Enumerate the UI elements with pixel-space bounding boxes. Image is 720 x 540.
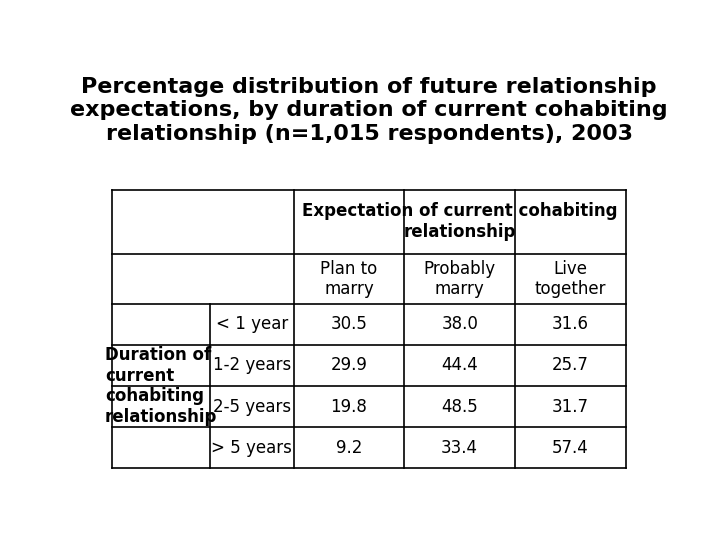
Text: Percentage distribution of future relationship
expectations, by duration of curr: Percentage distribution of future relati…	[70, 77, 668, 144]
Text: 30.5: 30.5	[330, 315, 367, 333]
Text: 19.8: 19.8	[330, 397, 367, 416]
Text: > 5 years: > 5 years	[212, 438, 292, 457]
Text: 33.4: 33.4	[441, 438, 478, 457]
Text: Plan to
marry: Plan to marry	[320, 260, 377, 298]
Text: 9.2: 9.2	[336, 438, 362, 457]
Text: 31.6: 31.6	[552, 315, 589, 333]
Text: 2-5 years: 2-5 years	[212, 397, 291, 416]
Text: Duration of
current
cohabiting
relationship: Duration of current cohabiting relations…	[105, 346, 217, 426]
Text: 57.4: 57.4	[552, 438, 589, 457]
Text: 48.5: 48.5	[441, 397, 478, 416]
Text: 1-2 years: 1-2 years	[212, 356, 291, 374]
Text: 44.4: 44.4	[441, 356, 478, 374]
Text: 31.7: 31.7	[552, 397, 589, 416]
Text: < 1 year: < 1 year	[216, 315, 288, 333]
Text: Probably
marry: Probably marry	[423, 260, 496, 298]
Text: 25.7: 25.7	[552, 356, 589, 374]
Text: Expectation of current cohabiting
relationship: Expectation of current cohabiting relati…	[302, 202, 618, 241]
Text: 38.0: 38.0	[441, 315, 478, 333]
Text: Live
together: Live together	[534, 260, 606, 298]
Text: 29.9: 29.9	[330, 356, 367, 374]
